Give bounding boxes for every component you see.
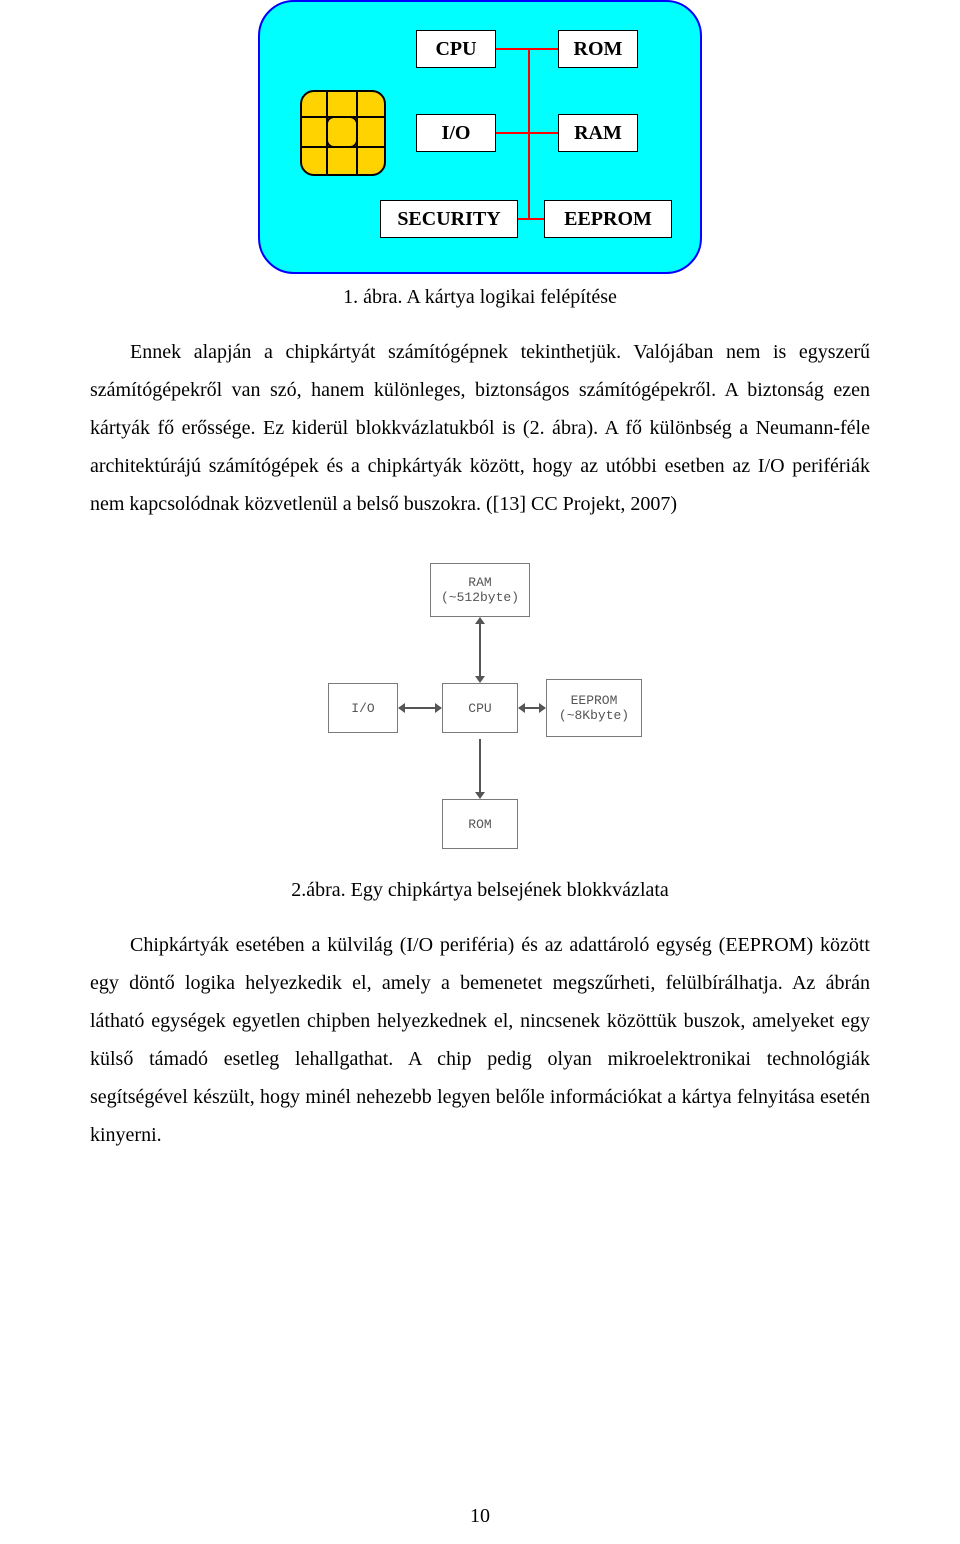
figure2-node-cpu: CPU	[442, 683, 518, 733]
figure1-block-eeprom: EEPROM	[544, 200, 672, 238]
node-label: RAM (~512byte)	[441, 575, 519, 605]
figure2-node-eeprom: EEPROM (~8Kbyte)	[546, 679, 642, 737]
figure2-node-rom: ROM	[442, 799, 518, 849]
page-number: 10	[0, 1505, 960, 1528]
figure1-card: CPU ROM I/O RAM SECURITY EEPROM	[258, 0, 702, 274]
node-label: CPU	[468, 701, 491, 716]
figure1-block-io: I/O	[416, 114, 496, 152]
node-label: ROM	[468, 817, 491, 832]
bus-line	[496, 132, 558, 134]
block-label: EEPROM	[564, 208, 652, 231]
node-label: I/O	[351, 701, 374, 716]
figure1-block-ram: RAM	[558, 114, 638, 152]
figure2-node-ram: RAM (~512byte)	[430, 563, 530, 617]
bus-line	[518, 218, 544, 220]
arrow-ram-cpu	[479, 623, 481, 677]
arrow-cpu-rom	[479, 739, 481, 793]
figure1-block-cpu: CPU	[416, 30, 496, 68]
figure2-node-io: I/O	[328, 683, 398, 733]
bus-line	[496, 48, 558, 50]
block-label: I/O	[442, 122, 471, 145]
figure1-block-rom: ROM	[558, 30, 638, 68]
paragraph-1: Ennek alapján a chipkártyát számítógépne…	[90, 333, 870, 523]
node-label: EEPROM (~8Kbyte)	[559, 693, 629, 723]
bus-line	[528, 48, 530, 220]
block-label: ROM	[574, 38, 623, 61]
block-label: CPU	[435, 38, 476, 61]
figure1-block-security: SECURITY	[380, 200, 518, 238]
arrow-io-cpu	[404, 707, 436, 709]
paragraph-2: Chipkártyák esetében a külvilág (I/O per…	[90, 926, 870, 1154]
arrow-cpu-eeprom	[524, 707, 540, 709]
figure1-caption: 1. ábra. A kártya logikai felépítése	[90, 286, 870, 309]
figure2-diagram: RAM (~512byte) I/O CPU EEPROM (~8Kbyte) …	[310, 553, 650, 873]
document-page: CPU ROM I/O RAM SECURITY EEPROM 1. ábra.…	[0, 0, 960, 1544]
figure2-caption: 2.ábra. Egy chipkártya belsejének blokkv…	[90, 879, 870, 902]
block-label: SECURITY	[397, 208, 500, 231]
block-label: RAM	[574, 122, 622, 145]
smartcard-chip-icon	[300, 90, 386, 176]
